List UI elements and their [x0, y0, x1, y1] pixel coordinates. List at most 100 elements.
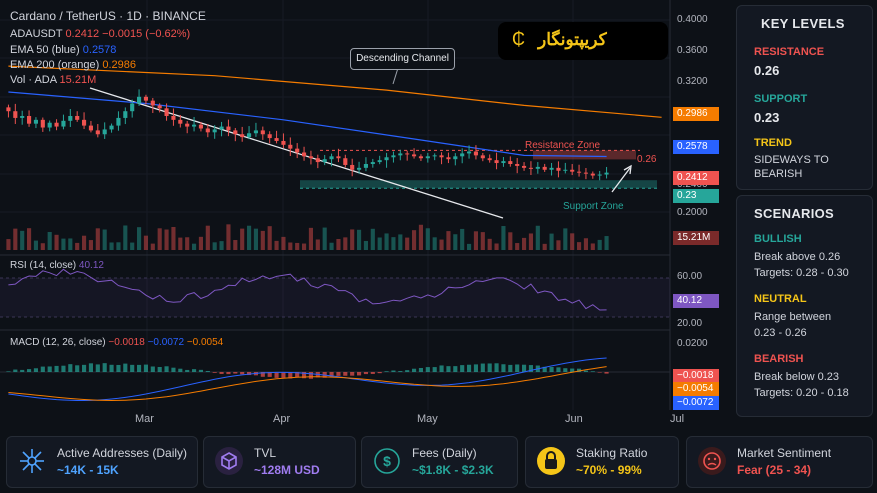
volume-bar [109, 242, 114, 250]
volume-bar [391, 237, 396, 250]
bearish-line-2: Targets: 0.20 - 0.18 [754, 387, 849, 399]
candle [467, 151, 472, 154]
volume-bar [226, 224, 231, 250]
scenarios-title: SCENARIOS [754, 206, 834, 221]
macd-bar [178, 368, 183, 372]
macd-tag: −0.0018 [673, 369, 719, 383]
card-tvl[interactable]: TVL ~128M USD [203, 436, 356, 488]
candle [322, 159, 327, 163]
channel-trendline [89, 87, 504, 219]
candle [33, 119, 38, 124]
rsi-legend: RSI (14, close) 40.12 [10, 259, 104, 273]
candle [453, 156, 458, 160]
network-icon [18, 447, 46, 475]
candle [391, 155, 396, 158]
candle [109, 125, 114, 130]
volume-bar [501, 226, 506, 250]
macd-tick: 0.0200 [677, 338, 708, 349]
volume-bar [425, 228, 430, 250]
volume-bar [192, 243, 197, 250]
card-active-addresses[interactable]: Active Addresses (Daily) ~14K - 15K [6, 436, 198, 488]
macd-bar [425, 367, 430, 372]
volume-bar [198, 236, 203, 250]
candle [480, 155, 485, 159]
candle [384, 157, 389, 161]
card-staking[interactable]: Staking Ratio ~70% - 99% [525, 436, 679, 488]
macd-bar [212, 372, 217, 373]
price-change: −0.0015 (−0.62%) [102, 28, 191, 40]
candle [549, 167, 554, 170]
volume-bar [343, 237, 348, 250]
candle [274, 138, 279, 141]
volume-bar [494, 243, 499, 250]
candle [178, 119, 183, 124]
candle [604, 172, 609, 175]
rsi-value: 40.12 [78, 260, 104, 271]
macd-bar [61, 365, 66, 372]
volume-legend: Vol · ADA 15.21M [10, 73, 96, 87]
symbol: ADAUSDT [10, 28, 63, 40]
macd-bar [33, 368, 38, 372]
volume-bar [577, 242, 582, 250]
candle [377, 160, 382, 163]
volume-bar [82, 235, 87, 250]
volume-bar [315, 239, 320, 250]
resistance-label: RESISTANCE [754, 46, 825, 58]
card-fees[interactable]: $ Fees (Daily) ~$1.8K - $2.3K [361, 436, 518, 488]
candle [267, 134, 272, 139]
volume-bar [336, 238, 341, 250]
macd-bar [171, 367, 176, 372]
candle [563, 169, 568, 171]
macd-bar [460, 365, 465, 372]
candle [137, 96, 142, 104]
candle [260, 130, 265, 135]
volume-bar [95, 228, 100, 250]
macd-bar [164, 366, 169, 372]
dollar-icon: $ [373, 447, 401, 475]
coin-icon: ₵ [512, 29, 525, 49]
macd-bar [47, 366, 52, 372]
macd-bar [453, 366, 458, 372]
macd-bar [583, 370, 588, 372]
candle [75, 116, 80, 120]
candle [501, 161, 506, 164]
volume-bar [205, 225, 210, 250]
card-sentiment[interactable]: Market Sentiment Fear (25 - 34) [686, 436, 873, 488]
brand-logo: ₵ کریپتونگار [498, 22, 668, 60]
volume-bar [171, 226, 176, 250]
candle [570, 169, 575, 172]
macd-bar [350, 372, 355, 376]
macd-bar [522, 364, 527, 372]
macd-bar [88, 363, 93, 372]
candle [116, 117, 121, 126]
candle [192, 124, 197, 127]
volume-value: 15.21M [59, 74, 97, 86]
card-title: Active Addresses (Daily) [57, 446, 188, 460]
volume-bar [528, 233, 533, 250]
macd-bar [343, 372, 348, 376]
candle [542, 166, 547, 170]
volume-bar [350, 229, 355, 250]
ema50-value: 0.2578 [82, 44, 117, 56]
macd-tag: −0.0072 [673, 396, 719, 410]
candle [597, 174, 602, 176]
candle [439, 155, 444, 158]
macd-bar [357, 372, 362, 376]
bullish-line-2: Targets: 0.28 - 0.30 [754, 267, 849, 279]
volume-bar [281, 236, 286, 250]
volume-bar [412, 230, 417, 250]
candle [27, 116, 32, 124]
candle [370, 162, 375, 164]
macd-bar [556, 367, 561, 372]
macd-bar [432, 367, 437, 372]
candle [329, 156, 334, 160]
sentiment-icon [698, 447, 726, 475]
price-tick: 0.3200 [677, 76, 708, 87]
macd-bar [185, 369, 190, 372]
candle [95, 130, 100, 135]
volume-bar [219, 241, 224, 250]
candle [68, 116, 73, 121]
macd-bar [590, 371, 595, 372]
support-zone [300, 180, 657, 189]
